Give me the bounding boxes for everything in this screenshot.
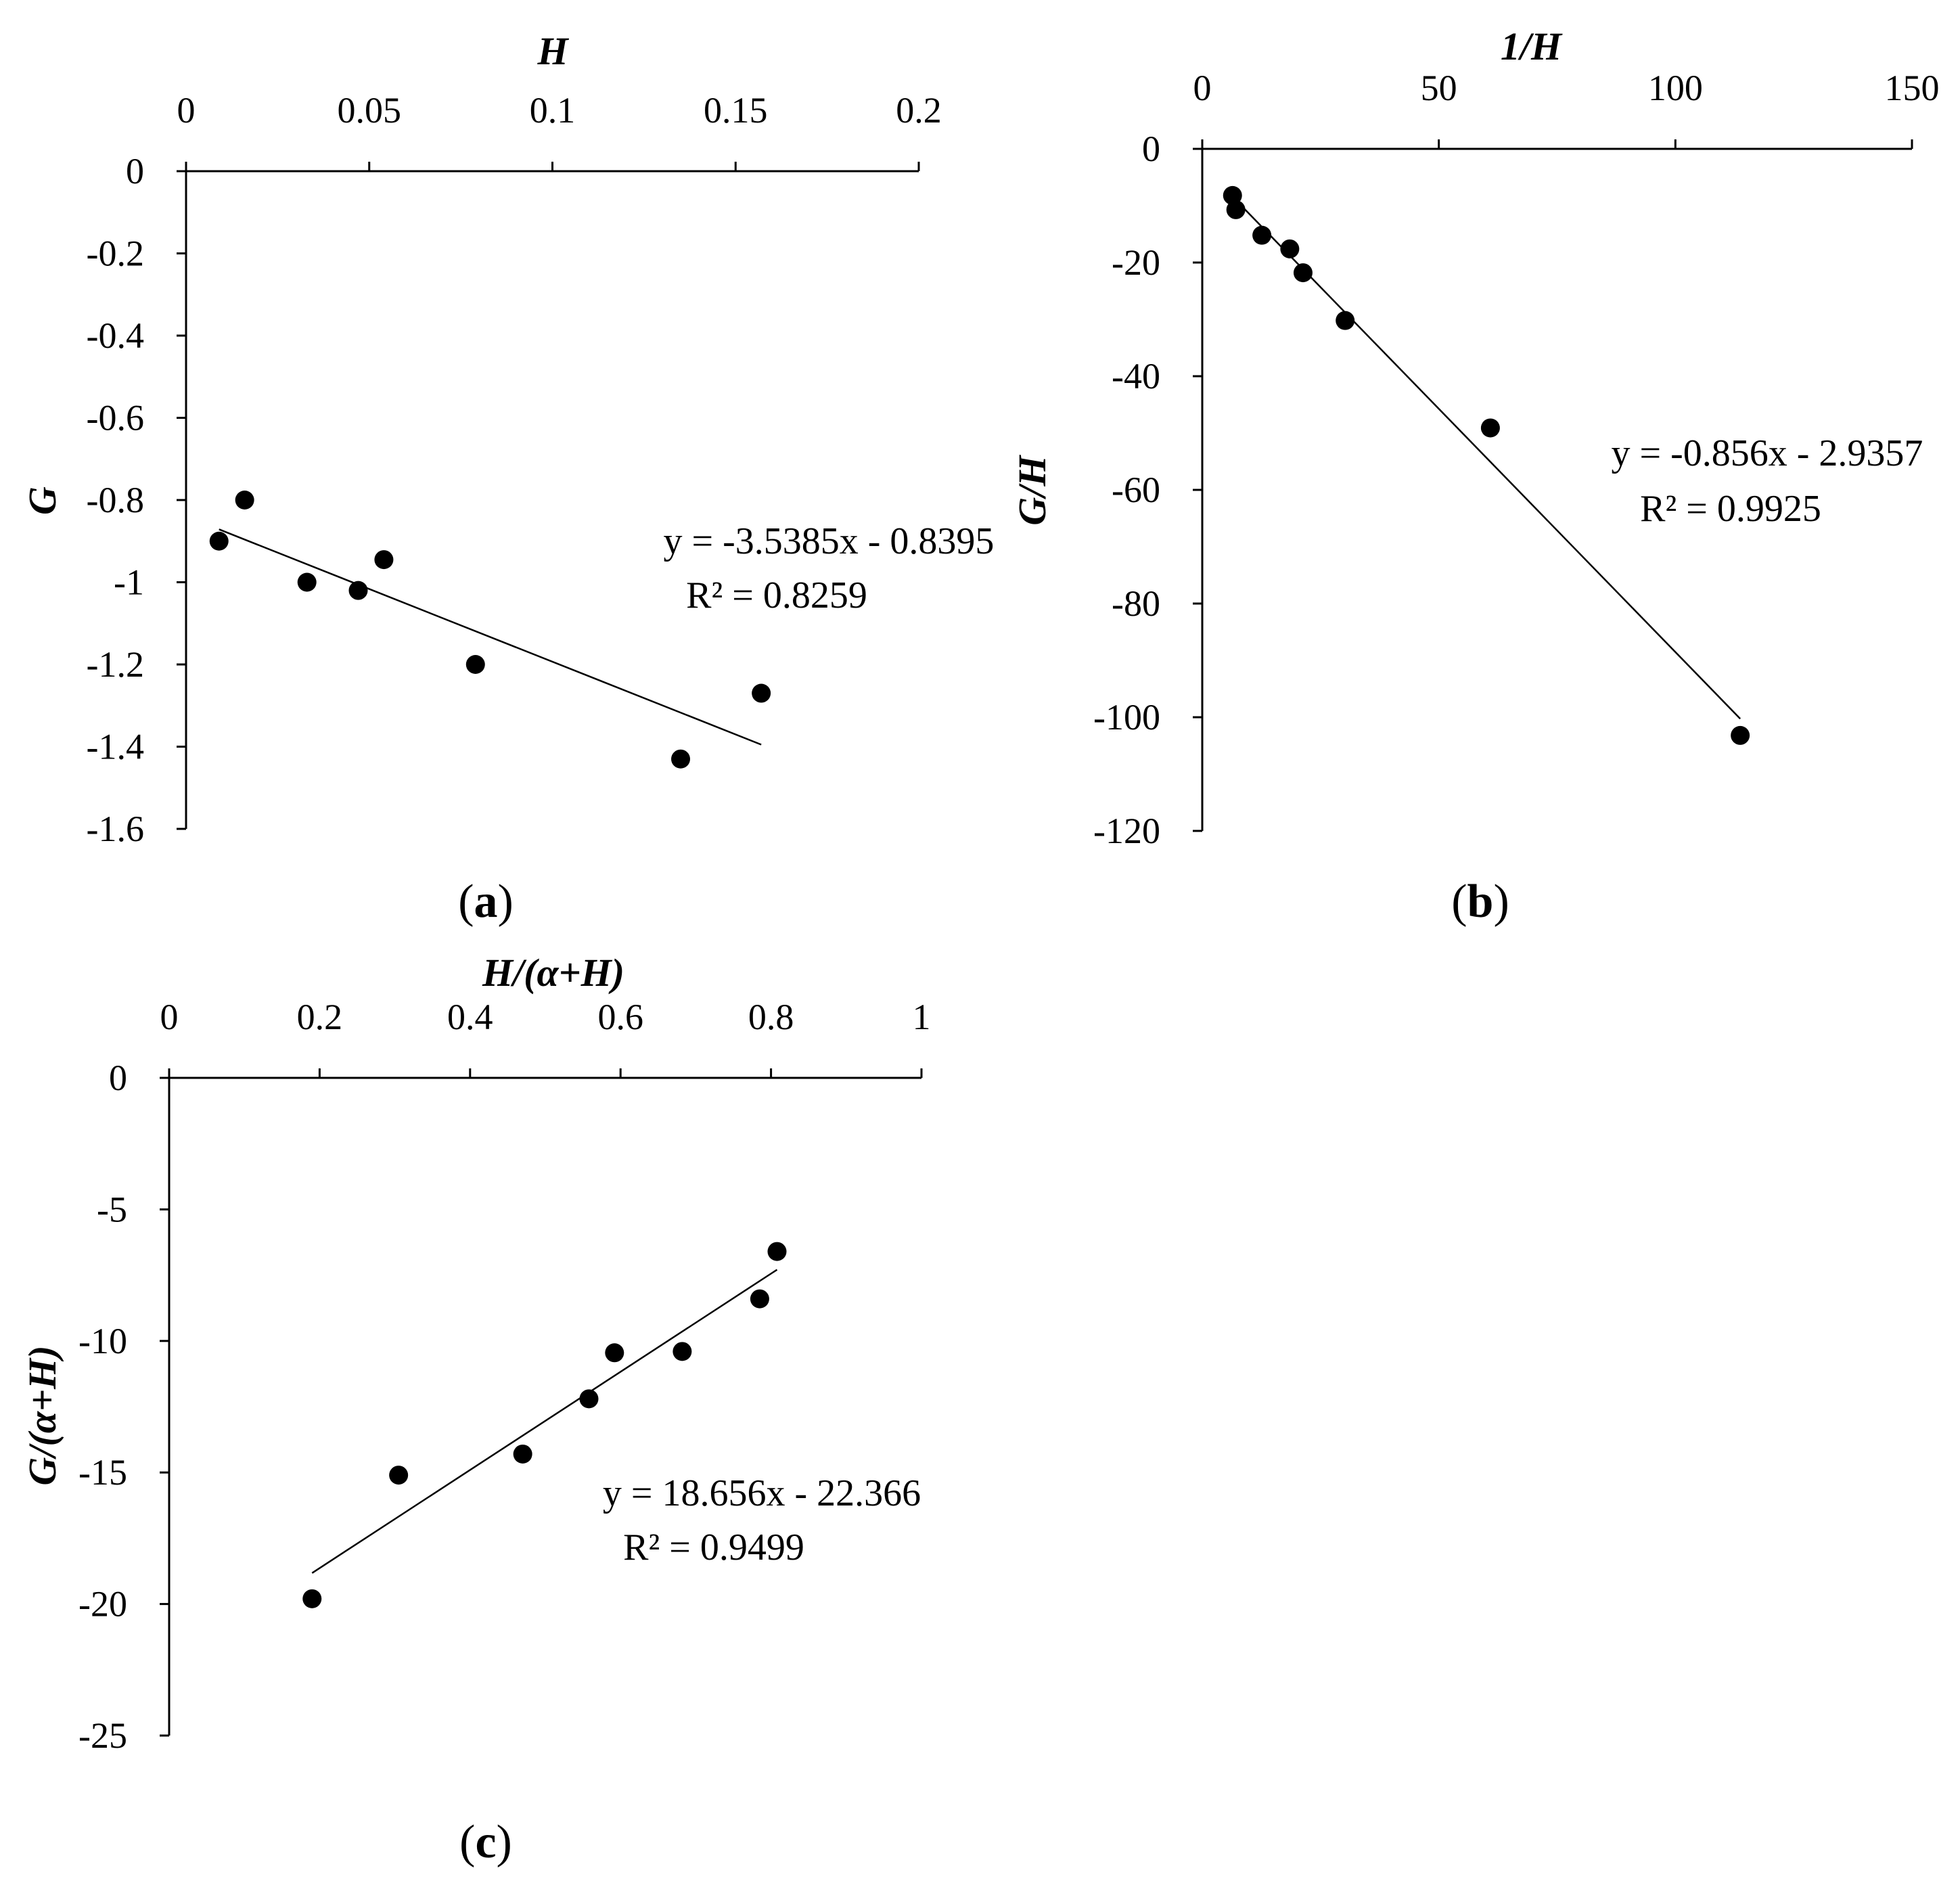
panel-a-y-tick-label: -1.4 [87,727,144,767]
panel-a-x-tick-label: 0 [177,90,196,131]
panel-a-y-tick-label: -0.8 [87,480,144,520]
panel-b-y-tick-label: -100 [1093,697,1160,738]
panel-b-y-tick-label: -40 [1112,356,1160,397]
panel-c-y-tick-label: 0 [109,1058,127,1098]
panel-c-label: (c) [459,1816,512,1868]
panel-c-data-point [513,1444,532,1464]
panel-a-data-point [752,683,771,703]
panel-a-data-point [235,491,254,510]
panel-b-y-axis-title: G/H [1010,455,1054,526]
panel-b-x-axis-title: 1/H [1501,24,1563,68]
panel-a-data-point [209,531,229,551]
panel-c-y-tick-label: -10 [78,1321,127,1361]
panel-b-data-point [1223,185,1242,205]
panel-b-data-point [1336,311,1355,330]
panel-b-y-tick-label: 0 [1142,129,1160,169]
panel-c-y-tick-label: -20 [78,1584,127,1625]
panel-b-r-squared: R² = 0.9925 [1640,488,1821,530]
panel-b-data-point [1252,225,1272,245]
panel-a-x-tick-label: 0.1 [530,90,576,131]
panel-a-y-tick-label: -1.2 [87,644,144,685]
panel-a-equation: y = -3.5385x - 0.8395 [664,520,995,562]
panel-c-x-tick-label: 0 [160,997,179,1037]
panel-a-y-tick-label: -1.6 [87,809,144,849]
panel-b-data-point [1480,418,1500,438]
panel-c-x-tick-label: 0.8 [748,997,794,1037]
panel-a-y-tick-label: -0.6 [87,398,144,438]
panel-b-x-tick-label: 0 [1193,68,1212,108]
panel-a-x-axis-title: H [537,29,569,73]
panel-b-y-tick-label: -60 [1112,470,1160,510]
panel-c-y-tick-label: -15 [78,1452,127,1493]
panel-c-equation: y = 18.656x - 22.366 [603,1472,921,1514]
panel-a-y-tick-label: -0.4 [87,315,144,356]
panel-c-x-tick-label: 0.6 [597,997,643,1037]
panel-b-equation: y = -0.856x - 2.9357 [1612,432,1923,474]
panel-a-data-point [671,749,691,769]
panel-c-y-tick-label: -5 [97,1189,127,1229]
panel-a-y-tick-label: 0 [126,151,144,191]
panel-c-r-squared: R² = 0.9499 [623,1526,804,1568]
panel-c-x-tick-label: 1 [913,997,931,1037]
panel-b-data-point [1280,239,1300,258]
panel-b-x-tick-label: 50 [1421,68,1457,108]
panel-a-y-tick-label: -0.2 [87,233,144,274]
panel-a-data-point [348,581,368,600]
panel-c-data-point [302,1589,322,1608]
panel-b: 0 50 100 150 0 -20 -40 -60 -80 -100 -120 1/H G/H y = … [1010,24,1940,928]
panel-a-x-tick-label: 0.2 [896,90,942,131]
panel-b-data-point [1226,200,1246,219]
panel-c: 0 0.2 0.4 0.6 0.8 1 0 -5 -10 -15 -20 -25 H/(α+H) G/(α… [20,951,931,1868]
panel-b-trendline [1231,196,1741,720]
panel-c-trendline [311,1269,778,1574]
panel-c-x-tick-label: 0.4 [447,997,493,1037]
panel-a-data-point [465,655,485,674]
panel-a-trendline [219,528,762,746]
panel-b-x-tick-label: 100 [1648,68,1703,108]
panel-c-data-point [750,1289,769,1309]
panel-a-data-point [297,572,317,592]
panel-c-y-axis-title: G/(α+H) [20,1346,64,1486]
panel-b-data-point [1731,725,1750,745]
panel-c-data-point [579,1389,599,1409]
panel-c-data-point [767,1242,787,1261]
panel-a-y-tick-label: -1 [114,562,144,603]
panel-c-x-tick-label: 0.2 [297,997,343,1037]
panel-c-y-tick-label: -25 [78,1715,127,1756]
panel-a-x-tick-label: 0.15 [704,90,768,131]
panel-b-y-tick-label: -20 [1112,242,1160,283]
panel-a-data-point [374,550,394,570]
panel-c-data-point [673,1342,692,1361]
panel-c-data-point [605,1343,624,1363]
panel-a: 0 0.05 0.1 0.15 0.2 0 -0.2 -0.4 -0.6 -0.8 -1 -1.2 -1… [20,29,994,928]
panel-a-x-tick-label: 0.05 [338,90,402,131]
panel-c-data-point [389,1466,409,1485]
panel-c-x-axis-title: H/(α+H) [482,951,624,995]
panel-b-x-tick-label: 150 [1885,68,1940,108]
panel-b-data-point [1293,263,1313,283]
panel-a-label: (a) [458,876,514,928]
panel-b-y-tick-label: -120 [1093,811,1160,851]
panel-b-y-tick-label: -80 [1112,583,1160,624]
panel-a-y-axis-title: G [20,486,64,515]
panel-a-r-squared: R² = 0.8259 [686,574,867,616]
panel-b-label: (b) [1451,876,1509,928]
